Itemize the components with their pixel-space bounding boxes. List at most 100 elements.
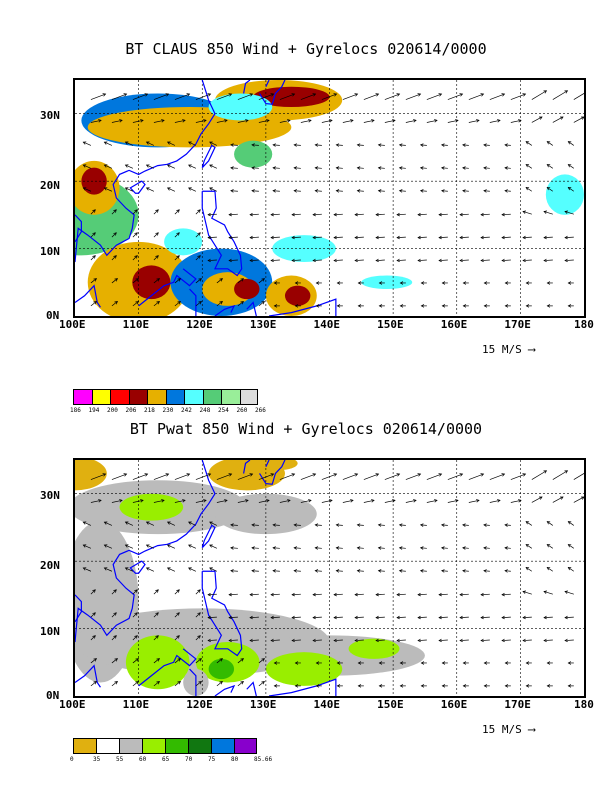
wind-arrowhead (371, 499, 375, 503)
wind-arrow (418, 639, 427, 641)
wind-arrow (481, 259, 490, 261)
wind-arrowhead (123, 473, 128, 477)
wind-arrow (420, 190, 427, 192)
wind-arrow (546, 187, 554, 192)
wind-arrow (300, 119, 312, 123)
wind-arrow (167, 141, 176, 146)
map-panel-claus (73, 78, 586, 318)
wind-arrowhead (294, 304, 299, 308)
wind-arrowhead (396, 93, 401, 97)
wind-arrowhead (522, 590, 527, 594)
wind-arrowhead (188, 567, 192, 571)
colorbar-tick-label: 260 (236, 407, 248, 414)
wind-arrowhead (270, 235, 274, 240)
wind-arrow (460, 616, 469, 619)
wind-arrowhead (230, 569, 234, 573)
wind-arrowhead (114, 301, 118, 305)
wind-arrow (502, 213, 511, 216)
wind-arrowhead (124, 187, 129, 191)
wind-arrowhead (209, 521, 213, 525)
wind-arrow (355, 593, 364, 596)
wind-arrowhead (92, 232, 96, 236)
wind-arrow (355, 236, 364, 239)
wind-arrow (111, 232, 117, 238)
wind-arrowhead (197, 589, 201, 593)
wind-arrow (525, 187, 533, 192)
wind-arrow (441, 144, 448, 146)
wind-arrowhead (417, 258, 421, 263)
wind-arrow (250, 213, 259, 216)
wind-arrow (258, 658, 265, 664)
wind-arrowhead (219, 681, 223, 685)
wind-arrow (250, 259, 259, 261)
wind-arrowhead (564, 90, 569, 94)
wind-arrowhead (314, 166, 319, 170)
wind-arrow (237, 301, 244, 307)
lon-label-130e: 130E (249, 318, 277, 331)
wind-arrow (294, 524, 301, 526)
wind-arrowhead (501, 93, 506, 97)
wind-arrowhead (228, 258, 232, 263)
wind-arrow (336, 547, 343, 549)
wind-arrow (174, 93, 190, 100)
wind-arrow (376, 259, 385, 261)
wind-arrowhead (291, 212, 295, 217)
wind-arrow (195, 658, 202, 664)
wind-arrowhead (98, 119, 102, 123)
lon-label-170e: 170E (504, 698, 531, 711)
wind-arrowhead (462, 569, 466, 573)
wind-arrowhead (270, 615, 274, 620)
wind-arrow (271, 616, 280, 619)
wind-arrow (188, 567, 197, 572)
wind-arrow (195, 612, 201, 618)
wind-arrow (363, 119, 375, 123)
wind-arrowhead (441, 143, 445, 147)
wind-arrowhead (518, 499, 522, 503)
wind-arrowhead (567, 566, 572, 571)
wind-arrowhead (417, 93, 422, 97)
wind-arrowhead (270, 473, 275, 477)
wind-arrowhead (459, 93, 464, 97)
wind-arrow (462, 190, 469, 192)
wind-arrowhead (209, 187, 213, 191)
wind-arrow (489, 119, 501, 123)
wind-arrowhead (441, 523, 445, 527)
wind-arrow (481, 236, 490, 239)
wind-arrow (174, 612, 180, 618)
wind-arrowhead (140, 499, 144, 503)
wind-arrowhead (438, 592, 442, 597)
wind-arrowhead (312, 615, 316, 620)
wind-arrowhead (103, 187, 108, 191)
wind-arrowhead (261, 658, 265, 662)
wind-arrow (546, 567, 554, 572)
wind-arrow (468, 473, 484, 480)
wind-arrow (153, 119, 165, 123)
coastline (243, 80, 251, 94)
wind-arrowhead (273, 304, 278, 308)
wind-arrow (504, 144, 511, 146)
wind-arrow (336, 190, 343, 192)
wind-arrowhead (197, 612, 201, 616)
wind-arrowhead (240, 278, 244, 282)
colorbar-tick-label: 194 (88, 407, 100, 414)
wind-arrowhead (420, 684, 425, 688)
wind-arrowhead (564, 470, 569, 474)
wind-arrowhead (356, 569, 361, 573)
wind-arrow (195, 119, 207, 123)
wind-arrowhead (308, 499, 312, 503)
wind-arrowhead (134, 232, 138, 236)
wind-arrowhead (504, 304, 509, 308)
wind-arrow (292, 236, 301, 239)
colorbar-swatch (184, 389, 203, 405)
wind-arrow (481, 593, 490, 596)
wind-arrow (132, 635, 138, 641)
wind-arrow (397, 213, 406, 216)
wind-arrow (568, 141, 575, 146)
wind-arrowhead (333, 592, 337, 597)
wind-arrowhead (134, 635, 138, 639)
wind-arrowhead (93, 301, 97, 305)
wind-arrow (294, 547, 301, 549)
wind-arrowhead (155, 209, 159, 213)
wind-arrowhead (538, 496, 543, 500)
wind-arrowhead (350, 499, 354, 503)
